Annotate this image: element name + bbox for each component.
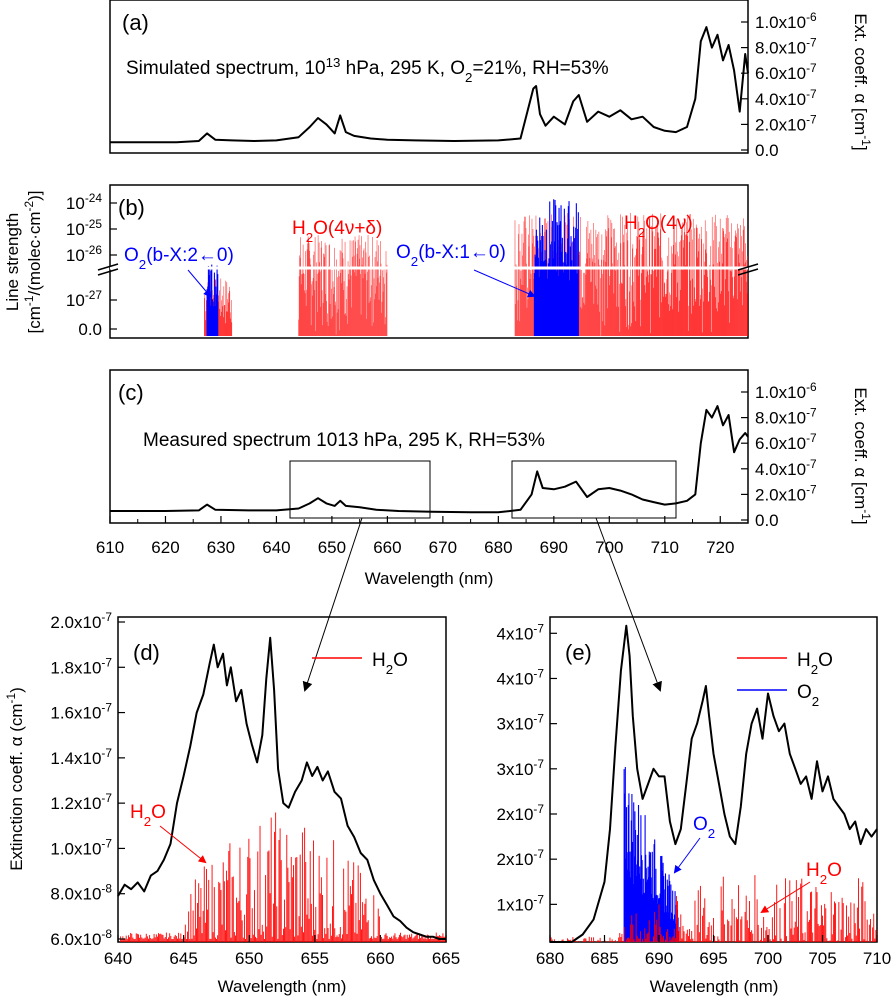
- panel-d-ytick-label: 1.0x10-7: [50, 836, 112, 858]
- panel-c-xtick-label: 690: [540, 538, 568, 557]
- panel-b-ytick-label: 10-26: [66, 243, 102, 265]
- panel-e-label: (e): [565, 640, 592, 665]
- panel-c-xtick-label: 660: [373, 538, 401, 557]
- panel-c-series-line: [110, 405, 749, 514]
- panel-c-xtick-label: 610: [96, 538, 124, 557]
- panel-a-ytick-label: 1.0x10-6: [755, 10, 817, 32]
- panel-a-ytick-label: 4.0x10-7: [755, 87, 817, 109]
- annot-h2o-band-b: H2O(4ν): [624, 213, 693, 240]
- panel-e-ytick-label: 2x10-7: [497, 847, 545, 869]
- annot-d-h2o: H2O: [130, 802, 166, 829]
- panel-d-xtick-label: 645: [169, 949, 197, 968]
- panel-c-xtick-label: 640: [262, 538, 290, 557]
- panel-c-ytick-label: 4.0x10-7: [755, 457, 817, 479]
- panel-c: (c) Measured spectrum 1013 hPa, 295 K, R…: [96, 369, 873, 692]
- panel-c-xtick-label: 700: [595, 538, 623, 557]
- panel-e-xtick-label: 700: [754, 949, 782, 968]
- zoom-arrow-e: [595, 517, 662, 692]
- panel-b-ytick-label: 10-25: [66, 217, 102, 239]
- panel-e-xlabel: Wavelength (nm): [650, 977, 779, 996]
- panel-d-ylabel: Extinction coeff. α (cm-1): [4, 687, 26, 871]
- panel-e-xtick-label: 685: [590, 949, 618, 968]
- panel-d-xtick-label: 655: [301, 949, 329, 968]
- panel-c-label: (c): [118, 380, 144, 405]
- panel-b-ylabel-2: [cm-1/(molec·cm-2)]: [22, 190, 44, 333]
- panel-e-xtick-label: 705: [808, 949, 836, 968]
- zoom-box-d: [289, 460, 431, 519]
- annot-o2-band-b: O2(b-X:1←0): [396, 242, 506, 269]
- annot-h2o-band-a: H2O(4ν+δ): [292, 218, 382, 245]
- panel-e-xtick-label: 710: [863, 949, 891, 968]
- annot-e-h2o: H2O: [806, 860, 842, 887]
- panel-b-label: (b): [118, 195, 145, 220]
- panel-d-ytick-label: 8.0x10-8: [50, 882, 112, 904]
- panel-c-xtick-label: 650: [318, 538, 346, 557]
- panel-d-xtick-label: 650: [235, 949, 263, 968]
- panel-c-xtick-label: 680: [484, 538, 512, 557]
- panel-d-ytick-label: 1.6x10-7: [50, 701, 112, 723]
- panel-a-ylabel: Ext. coeff. α [cm-1]: [851, 13, 873, 150]
- panel-d-label: (d): [133, 640, 160, 665]
- axis-break-right: [737, 263, 759, 271]
- panel-e-ytick-label: 4x10-7: [497, 621, 545, 643]
- panel-c-ylabel: Ext. coeff. α [cm-1]: [851, 387, 873, 524]
- panel-c-ytick-label: 0.0: [755, 511, 779, 530]
- panel-a-label: (a): [122, 10, 149, 35]
- panel-d-xtick-label: 665: [432, 949, 460, 968]
- panel-e-ytick-label: 4x10-7: [497, 666, 545, 688]
- legend-e-o2: O2: [797, 682, 819, 709]
- panel-e-xtick-label: 680: [536, 949, 564, 968]
- panel-d-ytick-label: 6.0x10-8: [50, 927, 112, 949]
- panel-d-ytick-label: 1.4x10-7: [50, 746, 112, 768]
- panel-c-xtick-label: 720: [706, 538, 734, 557]
- panel-c-title: Measured spectrum 1013 hPa, 295 K, RH=53…: [143, 430, 545, 451]
- axis-break-left: [97, 263, 119, 271]
- panel-e-ytick-label: 3x10-7: [497, 712, 545, 734]
- panel-d: (d) H2O H2O 6.0x10-8 8.0x10-8 1.0x10-7 1.2x…: [4, 610, 460, 996]
- panel-e-xtick-label: 695: [699, 949, 727, 968]
- panel-c-ytick-label: 2.0x10-7: [755, 482, 817, 504]
- panel-d-ytick-label: 2.0x10-7: [50, 610, 112, 632]
- panel-a: (a) Simulated spectrum, 1013 hPa, 295 K,…: [109, 0, 873, 160]
- panel-e-ytick-label: 2x10-7: [497, 802, 545, 824]
- panel-d-xtick-label: 640: [104, 949, 132, 968]
- panel-a-ytick-label: 2.0x10-7: [755, 112, 817, 134]
- panel-b-ytick-label: 0.0: [78, 320, 102, 339]
- panel-b-ytick-label: 10-24: [66, 191, 102, 213]
- panel-d-ytick-label: 1.2x10-7: [50, 791, 112, 813]
- annot-o2-band-a: O2(b-X:2←0): [124, 245, 234, 272]
- panel-b-ylabel-1: Line strength: [3, 213, 22, 311]
- panel-d-xtick-label: 660: [366, 949, 394, 968]
- zoom-box-e: [511, 460, 677, 519]
- panel-c-xtick-label: 630: [207, 538, 235, 557]
- panel-c-xtick-label: 670: [429, 538, 457, 557]
- legend-e-h2o: H2O: [797, 650, 833, 677]
- zoom-arrow-d: [302, 517, 363, 692]
- panel-d-xlabel: Wavelength (nm): [218, 977, 347, 996]
- panel-e: (e) H2O O2 O2 H2O 1x10-7 2x10-7 2x10-7 3x10…: [497, 616, 891, 996]
- panel-e-ytick-label: 3x10-7: [497, 757, 545, 779]
- panel-c-ytick-label: 8.0x10-7: [755, 406, 817, 428]
- panel-c-xtick-label: 710: [651, 538, 679, 557]
- panel-a-ytick-label: 8.0x10-7: [755, 36, 817, 58]
- panel-e-ytick-label: 1x10-7: [497, 892, 545, 914]
- panel-c-ytick-label: 1.0x10-6: [755, 380, 817, 402]
- panel-a-series-line: [110, 26, 749, 144]
- panel-b: (b) 0.0 10-27 10-26 10-25 10-24 Line strengt…: [3, 184, 759, 339]
- annot-e-o2: O2: [693, 814, 715, 841]
- panel-a-title: Simulated spectrum, 1013 hPa, 295 K, O2=…: [126, 55, 609, 85]
- panel-c-ytick-label: 6.0x10-7: [755, 431, 817, 453]
- panel-a-ytick-label: 0.0: [755, 141, 779, 160]
- panel-c-xtick-label: 620: [151, 538, 179, 557]
- panel-d-ytick-label: 1.8x10-7: [50, 655, 112, 677]
- panel-a-ytick-label: 6.0x10-7: [755, 61, 817, 83]
- panel-e-series-line: [550, 624, 878, 943]
- legend-d-h2o: H2O: [372, 650, 408, 677]
- panel-d-series-line: [117, 636, 446, 940]
- panel-b-ytick-label: 10-27: [66, 288, 102, 310]
- panel-e-xtick-label: 690: [645, 949, 673, 968]
- panel-c-xlabel: Wavelength (nm): [365, 569, 494, 588]
